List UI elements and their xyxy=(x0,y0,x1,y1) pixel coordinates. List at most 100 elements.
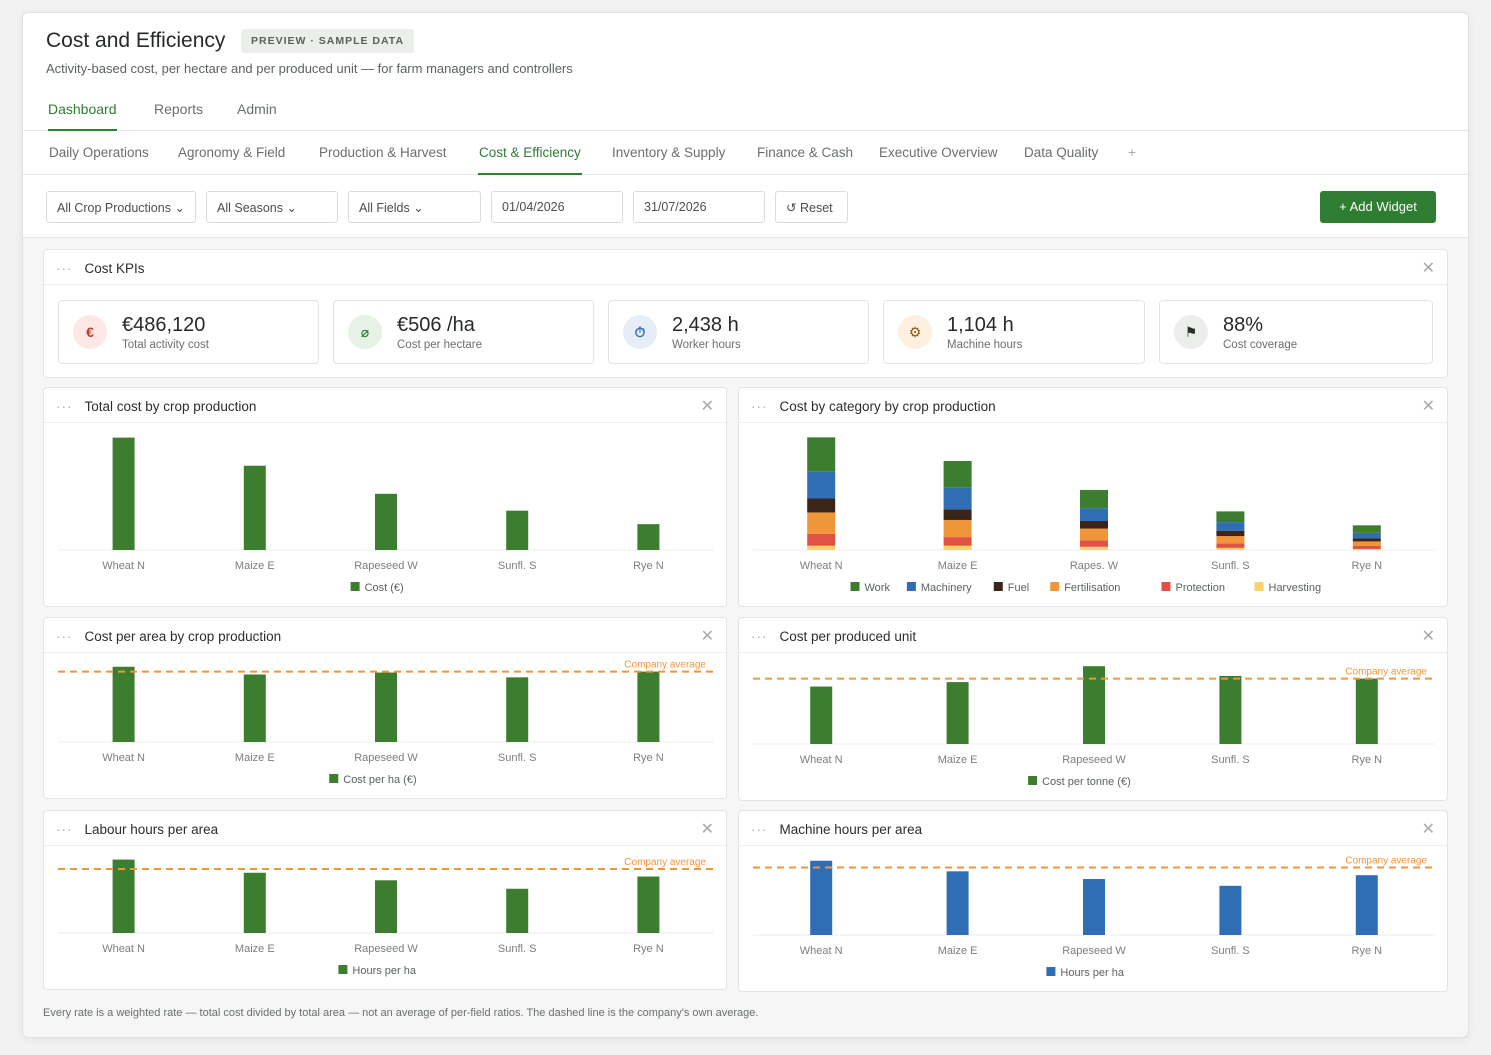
bar-wheat-n[interactable] xyxy=(112,666,135,742)
subtab-finance-cash[interactable]: Finance & Cash xyxy=(757,145,854,160)
bar-sunfl-s[interactable] xyxy=(506,888,529,933)
bar-maize-e[interactable] xyxy=(946,871,969,935)
bar-rye-n[interactable] xyxy=(637,876,660,933)
bar-rapeseed-w[interactable] xyxy=(375,880,397,933)
bar-rye-n-fuel[interactable] xyxy=(1352,538,1381,542)
date-to-input[interactable]: 31/07/2026 xyxy=(633,191,765,223)
tab-dashboard[interactable]: Dashboard xyxy=(48,101,117,131)
legend-label-cost[interactable]: Cost (€) xyxy=(365,582,404,594)
field-value: All Fields xyxy=(359,201,410,215)
legend-label-work[interactable]: Work xyxy=(865,582,891,594)
legend-label-hours-per-ha[interactable]: Hours per ha xyxy=(1060,967,1124,979)
bar-rapeseed-w[interactable] xyxy=(375,493,397,550)
bar-maize-e[interactable] xyxy=(243,674,266,742)
bar-maize-e-fuel[interactable] xyxy=(943,509,972,520)
bar-sunfl-s-machinery[interactable] xyxy=(1216,522,1245,531)
legend-label-cost-per-tonne[interactable]: Cost per tonne (€) xyxy=(1042,776,1131,788)
drag-handle-icon[interactable]: ··· xyxy=(751,629,768,644)
bar-sunfl-s-protection[interactable] xyxy=(1216,543,1245,548)
bar-rye-n-harvesting[interactable] xyxy=(1352,548,1381,550)
bar-wheat-n-machinery[interactable] xyxy=(807,471,836,499)
bar-wheat-n-work[interactable] xyxy=(807,437,836,472)
close-icon[interactable]: ✕ xyxy=(700,628,714,645)
bar-sunfl-s[interactable] xyxy=(1219,675,1242,744)
bar-rye-n-machinery[interactable] xyxy=(1352,532,1381,539)
close-icon[interactable]: ✕ xyxy=(700,398,714,415)
subtab-data-quality[interactable]: Data Quality xyxy=(1024,145,1099,160)
close-icon[interactable]: ✕ xyxy=(1421,821,1435,838)
bar-maize-e-fertilisation[interactable] xyxy=(943,519,972,538)
close-icon[interactable]: ✕ xyxy=(1421,398,1435,415)
drag-handle-icon[interactable]: ··· xyxy=(751,399,768,414)
bar-rapeseed-w[interactable] xyxy=(1083,666,1105,744)
season-select[interactable]: All Seasons ⌄ xyxy=(206,191,338,223)
legend-label-cost-per-ha[interactable]: Cost per ha (€) xyxy=(343,774,416,786)
bar-maize-e[interactable] xyxy=(243,872,266,933)
subtab-inventory-supply[interactable]: Inventory & Supply xyxy=(612,145,726,160)
bar-rapes-w-work[interactable] xyxy=(1080,489,1108,509)
bar-rapes-w-protection[interactable] xyxy=(1080,540,1108,547)
drag-handle-icon[interactable]: ··· xyxy=(56,822,73,837)
bar-sunfl-s[interactable] xyxy=(1219,885,1242,935)
bar-wheat-n-protection[interactable] xyxy=(807,533,836,546)
subtab-executive-overview[interactable]: Executive Overview xyxy=(879,145,998,160)
legend-label-machinery[interactable]: Machinery xyxy=(921,582,972,594)
close-icon[interactable]: ✕ xyxy=(1421,628,1435,645)
legend-label-hours-per-ha[interactable]: Hours per ha xyxy=(352,965,416,977)
legend-label-harvesting[interactable]: Harvesting xyxy=(1269,582,1322,594)
bar-rye-n[interactable] xyxy=(637,671,660,742)
bar-wheat-n-fertilisation[interactable] xyxy=(807,512,836,534)
bar-rye-n-fertilisation[interactable] xyxy=(1352,541,1381,546)
close-icon[interactable]: ✕ xyxy=(700,821,714,838)
crop-production-select[interactable]: All Crop Productions ⌄ xyxy=(46,191,196,223)
add-widget-button[interactable]: + Add Widget xyxy=(1320,191,1436,223)
drag-handle-icon[interactable]: ··· xyxy=(56,399,73,414)
field-select[interactable]: All Fields ⌄ xyxy=(348,191,481,223)
reset-button[interactable]: ↺ Reset xyxy=(775,191,848,223)
drag-handle-icon[interactable]: ··· xyxy=(751,822,768,837)
tab-admin[interactable]: Admin xyxy=(237,101,277,117)
legend-label-protection[interactable]: Protection xyxy=(1176,582,1226,594)
bar-maize-e[interactable] xyxy=(243,465,266,550)
bar-sunfl-s[interactable] xyxy=(506,677,529,742)
close-icon[interactable]: ✕ xyxy=(1421,260,1435,277)
bar-sunfl-s-fertilisation[interactable] xyxy=(1216,536,1245,544)
bar-rapes-w-machinery[interactable] xyxy=(1080,508,1108,522)
bar-sunfl-s-fuel[interactable] xyxy=(1216,530,1245,537)
subtab-daily-operations[interactable]: Daily Operations xyxy=(49,145,149,160)
bar-rapeseed-w[interactable] xyxy=(375,672,397,742)
legend-label-fuel[interactable]: Fuel xyxy=(1008,582,1029,594)
bar-sunfl-s-harvesting[interactable] xyxy=(1216,547,1245,550)
add-tab-button[interactable]: + xyxy=(1128,145,1136,160)
subtab-agronomy-field[interactable]: Agronomy & Field xyxy=(178,145,286,160)
drag-handle-icon[interactable]: ··· xyxy=(56,629,73,644)
bar-sunfl-s-work[interactable] xyxy=(1216,511,1245,523)
bar-wheat-n-fuel[interactable] xyxy=(807,498,836,513)
bar-wheat-n[interactable] xyxy=(810,860,833,935)
bar-sunfl-s[interactable] xyxy=(506,510,529,550)
bar-wheat-n-harvesting[interactable] xyxy=(807,545,836,550)
bar-rye-n-protection[interactable] xyxy=(1352,545,1381,549)
bar-rye-n[interactable] xyxy=(1355,875,1378,935)
bar-rapeseed-w[interactable] xyxy=(1083,879,1105,935)
subtab-production-harvest[interactable]: Production & Harvest xyxy=(319,145,447,160)
bar-rye-n[interactable] xyxy=(1355,678,1378,744)
bar-rye-n-work[interactable] xyxy=(1352,525,1381,533)
subtab-cost-efficiency[interactable]: Cost & Efficiency xyxy=(478,145,582,175)
bar-maize-e-machinery[interactable] xyxy=(943,487,972,510)
bar-maize-e[interactable] xyxy=(946,682,969,744)
bar-rye-n[interactable] xyxy=(637,524,660,550)
bar-wheat-n[interactable] xyxy=(810,686,833,744)
tab-reports[interactable]: Reports xyxy=(154,101,204,117)
legend-label-fertilisation[interactable]: Fertilisation xyxy=(1064,582,1120,594)
bar-wheat-n[interactable] xyxy=(112,437,135,550)
bar-maize-e-protection[interactable] xyxy=(943,537,972,546)
drag-handle-icon[interactable]: ··· xyxy=(56,261,73,276)
date-from-input[interactable]: 01/04/2026 xyxy=(491,191,623,223)
bar-rapes-w-harvesting[interactable] xyxy=(1080,546,1108,550)
bar-maize-e-work[interactable] xyxy=(943,460,972,488)
bar-rapes-w-fertilisation[interactable] xyxy=(1080,528,1108,541)
bar-wheat-n[interactable] xyxy=(112,859,135,933)
bar-rapes-w-fuel[interactable] xyxy=(1080,521,1108,529)
bar-maize-e-harvesting[interactable] xyxy=(943,545,972,550)
